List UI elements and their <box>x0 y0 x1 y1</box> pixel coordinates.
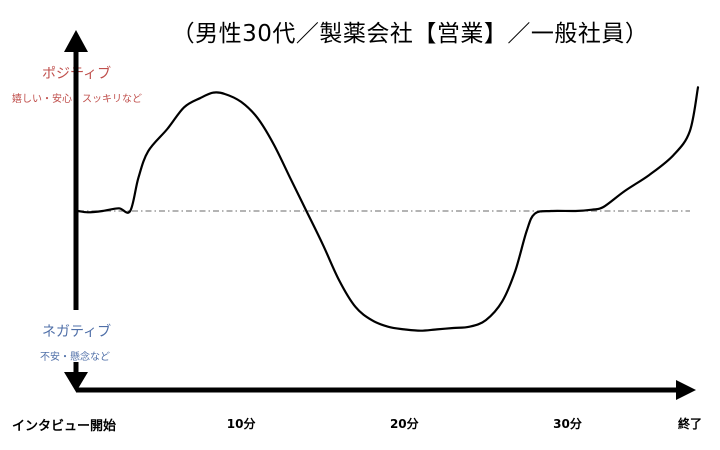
x-tick-label: 30分 <box>553 417 582 431</box>
y-axis-up-arrow-icon <box>64 30 88 52</box>
chart-title: （男性30代／製薬会社【営業】／一般社員） <box>171 21 649 47</box>
sentiment-line <box>76 86 700 332</box>
negative-sub-label: 不安・懸念など <box>40 352 110 363</box>
x-tick-label: 10分 <box>226 417 256 431</box>
y-axis <box>64 30 88 392</box>
x-axis <box>76 380 696 400</box>
x-axis-start-label: インタビュー開始 <box>12 419 117 434</box>
x-tick-label: 20分 <box>389 417 419 431</box>
x-tick-label: 終了 <box>677 417 703 431</box>
x-axis-arrow-icon <box>676 380 696 400</box>
y-axis-down-arrow-icon <box>64 372 88 392</box>
negative-label: ネガティブ <box>42 324 112 340</box>
